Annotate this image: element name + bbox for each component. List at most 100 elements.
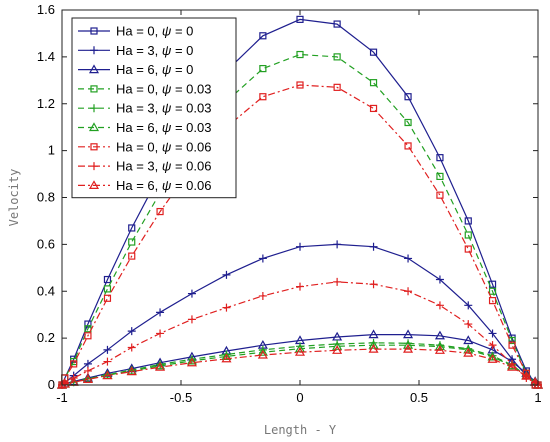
data-point-plus: [404, 287, 413, 296]
data-point-triangle: [463, 347, 474, 357]
data-point-square: [508, 336, 516, 345]
legend-label: Ha = 3, ψ = 0: [116, 43, 193, 58]
y-tick-label: 1.4: [37, 49, 55, 64]
legend-entry-5: Ha = 3, ψ = 0.03: [78, 101, 211, 116]
data-point-triangle: [102, 370, 113, 380]
data-point-square: [369, 48, 378, 56]
data-point-plus: [83, 359, 92, 368]
data-point-square: [128, 224, 136, 232]
data-point-square: [259, 93, 267, 101]
series-layer: [56, 15, 544, 389]
y-tick-label: 0.8: [37, 190, 55, 205]
data-point-triangle: [403, 343, 414, 353]
data-point-triangle: [155, 360, 166, 370]
data-point-square: [103, 285, 112, 293]
data-point-plus: [258, 291, 267, 300]
data-point-triangle: [126, 366, 137, 376]
axes-layer: -1 -0.5 0 0.5 1 0 0.2 0.4 0.6 0.8 1 1.2 1.4 1.6: [37, 2, 542, 405]
data-point-square: [436, 172, 444, 181]
x-axis-label: Length - Y: [264, 423, 337, 437]
data-point-square: [128, 252, 136, 260]
legend-entry-9: Ha = 6, ψ = 0.06: [78, 178, 211, 193]
x-tick-label: -1: [56, 390, 68, 405]
y-tick-label: 1: [48, 143, 55, 158]
data-point-triangle: [186, 355, 197, 365]
y-tick-label: 0.6: [37, 236, 55, 251]
data-point-triangle: [186, 357, 197, 367]
data-point-plus: [464, 320, 473, 329]
data-point-plus: [222, 270, 231, 279]
data-point-square: [103, 294, 112, 302]
data-point-plus: [464, 301, 473, 310]
legend-label: Ha = 3, ψ = 0.06: [116, 159, 211, 174]
legend-entry-4: Ha = 0, ψ = 0.03: [78, 81, 211, 96]
data-point-square: [333, 20, 341, 28]
legend-entry-7: Ha = 0, ψ = 0.06: [78, 139, 211, 154]
data-point-plus: [187, 289, 196, 298]
data-point-triangle: [88, 64, 100, 74]
data-point-square: [296, 50, 304, 59]
data-point-square: [404, 142, 412, 150]
data-point-square: [464, 217, 472, 225]
data-point-plus: [156, 308, 165, 317]
data-point-square: [369, 104, 378, 113]
data-point-square: [128, 238, 136, 246]
data-point-triangle: [332, 341, 343, 350]
legend-label: Ha = 3, ψ = 0.03: [116, 101, 211, 116]
data-point-square: [436, 154, 444, 162]
data-point-triangle: [88, 122, 100, 132]
data-point-square: [90, 85, 98, 93]
data-point-triangle: [403, 329, 414, 339]
data-point-plus: [156, 329, 165, 338]
data-point-triangle: [332, 345, 343, 354]
data-point-triangle: [368, 339, 379, 349]
data-point-square: [508, 341, 516, 349]
data-point-square: [84, 332, 92, 340]
data-point-square: [296, 81, 304, 89]
x-tick-label: 0: [296, 390, 303, 405]
data-point-plus: [296, 282, 304, 291]
data-point-triangle: [257, 349, 268, 359]
data-point-triangle: [332, 331, 343, 341]
data-point-plus: [488, 341, 497, 350]
legend-label: Ha = 0, ψ = 0: [116, 24, 193, 39]
data-point-plus: [90, 162, 98, 171]
data-point-square: [488, 297, 497, 305]
legend-entry-6: Ha = 6, ψ = 0.03: [78, 120, 211, 135]
series-line: [61, 84, 538, 386]
y-tick-label: 0.4: [37, 283, 55, 298]
data-point-plus: [435, 301, 444, 310]
data-point-plus: [222, 303, 231, 312]
data-point-plus: [435, 275, 444, 284]
data-point-triangle: [88, 180, 100, 189]
y-tick-label: 1.2: [37, 96, 55, 111]
data-point-plus: [488, 329, 497, 338]
legend-label: Ha = 6, ψ = 0.06: [116, 178, 211, 193]
series-line: [61, 18, 538, 386]
data-point-triangle: [403, 339, 414, 349]
x-tick-label: 1: [534, 390, 541, 405]
data-point-square: [156, 207, 164, 216]
data-point-square: [404, 93, 412, 101]
data-point-square: [464, 231, 472, 239]
data-point-plus: [90, 104, 98, 113]
data-point-triangle: [521, 370, 532, 380]
data-point-plus: [404, 254, 413, 263]
data-point-triangle: [221, 353, 232, 363]
data-point-square: [369, 79, 378, 87]
legend-label: Ha = 6, ψ = 0: [116, 62, 193, 77]
data-point-triangle: [463, 335, 474, 345]
data-point-triangle: [507, 361, 518, 371]
data-point-plus: [90, 46, 98, 55]
y-tick-label: 1.6: [37, 2, 55, 17]
data-point-plus: [187, 315, 196, 324]
legend-entry-2: Ha = 3, ψ = 0: [78, 43, 193, 58]
data-point-triangle: [368, 343, 379, 353]
data-point-square: [333, 53, 341, 61]
data-point-plus: [369, 280, 378, 289]
legend-label: Ha = 0, ψ = 0.06: [116, 139, 211, 154]
legend-entry-8: Ha = 3, ψ = 0.06: [78, 159, 211, 174]
data-point-triangle: [434, 330, 445, 340]
data-point-triangle: [257, 346, 268, 356]
